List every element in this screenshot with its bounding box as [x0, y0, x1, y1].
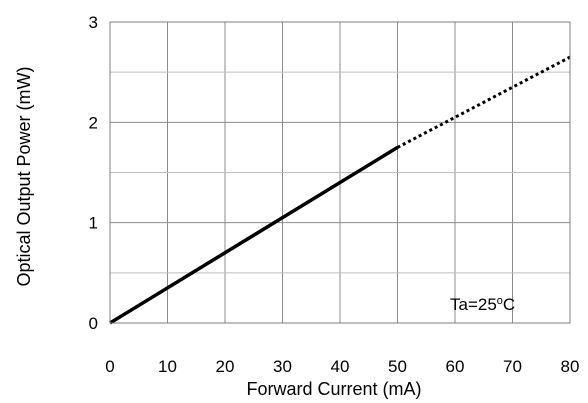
y-tick-label: 1 — [89, 214, 98, 233]
x-tick-label: 10 — [158, 357, 177, 376]
x-tick-labels: 0 10 20 30 40 50 60 70 80 — [105, 357, 579, 376]
temperature-annotation: Ta=25oC — [450, 295, 515, 314]
grid — [109, 21, 571, 324]
dotted-series-line — [396, 55, 571, 149]
x-tick-label: 20 — [216, 357, 235, 376]
y-tick-label: 2 — [89, 113, 98, 132]
x-tick-label: 40 — [331, 357, 350, 376]
annotation-unit: C — [503, 295, 515, 314]
y-axis-label: Optical Output Power (mW) — [14, 66, 34, 286]
solid-series-line — [109, 145, 399, 325]
x-tick-label: 80 — [561, 357, 580, 376]
series-group — [109, 55, 571, 325]
y-tick-labels: 0 1 2 3 — [89, 13, 98, 333]
x-tick-label: 60 — [446, 357, 465, 376]
x-tick-label: 50 — [388, 357, 407, 376]
plot-frame — [109, 21, 571, 324]
annotation-degree-superscript: o — [497, 295, 503, 307]
y-tick-label: 3 — [89, 13, 98, 32]
x-axis-label: Forward Current (mA) — [246, 379, 421, 399]
x-tick-label: 70 — [503, 357, 522, 376]
y-tick-label: 0 — [89, 314, 98, 333]
x-tick-label: 0 — [105, 357, 114, 376]
annotation-prefix: Ta=25 — [450, 295, 497, 314]
x-tick-label: 30 — [273, 357, 292, 376]
